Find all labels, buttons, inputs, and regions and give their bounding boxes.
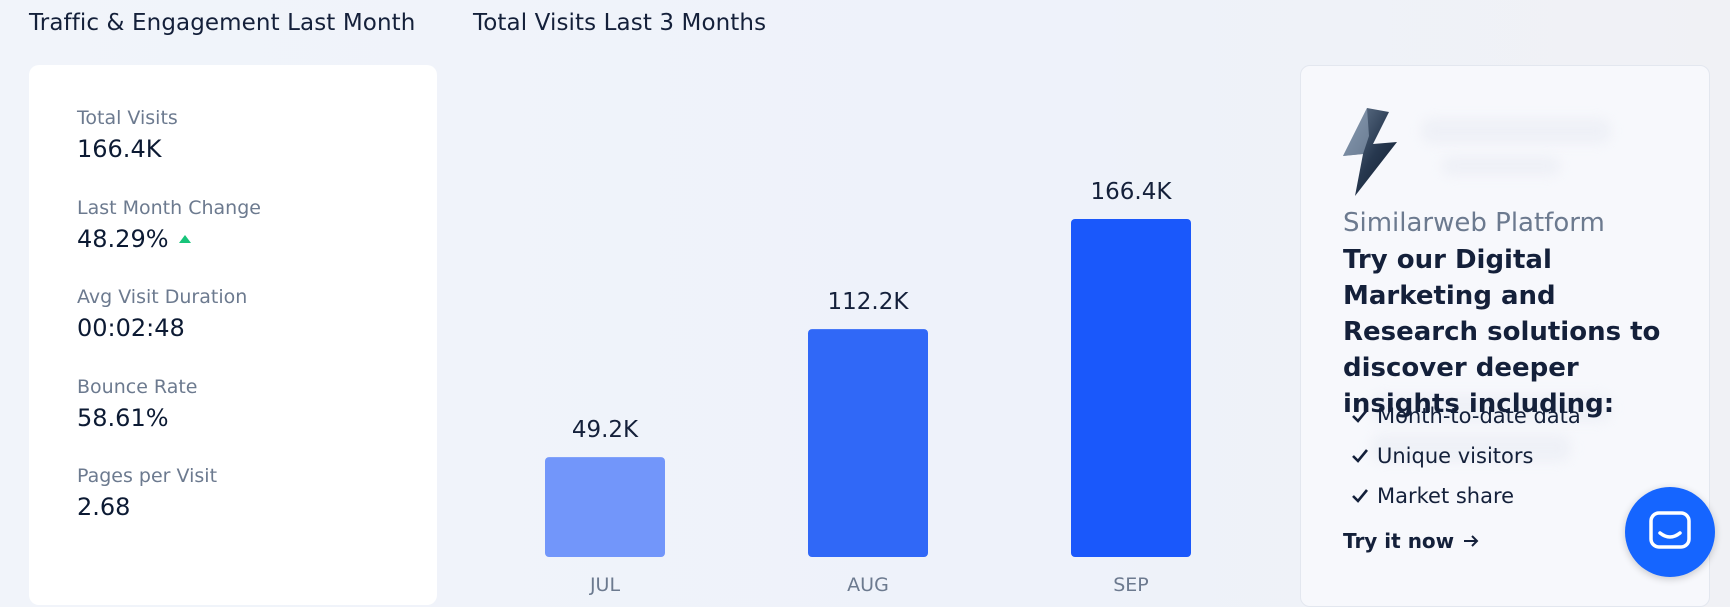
x-tick-label: JUL xyxy=(589,574,621,596)
list-item-label: Unique visitors xyxy=(1377,444,1534,468)
bar-value-label: 49.2K xyxy=(572,417,639,443)
check-icon xyxy=(1352,449,1369,463)
metric-label: Pages per Visit xyxy=(77,465,218,487)
arrow-right-icon xyxy=(1464,535,1479,547)
metric-label: Last Month Change xyxy=(77,197,261,219)
blurred-placeholder xyxy=(1371,394,1611,422)
metric-pages-per-visit: Pages per Visit 2.68 xyxy=(77,465,217,521)
list-item-label: Month-to-date data xyxy=(1377,404,1581,428)
list-item: Market share xyxy=(1349,476,1581,516)
list-item: Unique visitors xyxy=(1349,436,1581,476)
metric-value: 00:02:48 xyxy=(77,314,185,342)
list-item: Month-to-date data xyxy=(1349,396,1581,436)
promo-heading: Try our Digital Marketing and Research s… xyxy=(1343,245,1661,419)
total-visits-bar-chart: 49.2K JUL 112.2K AUG 166.4K SEP xyxy=(545,179,1191,596)
try-it-now-label: Try it now xyxy=(1343,529,1455,553)
trend-up-icon xyxy=(178,235,191,243)
chat-icon xyxy=(1649,511,1691,549)
promo-card: Similarweb Platform Try our Digital Mark… xyxy=(1300,65,1710,607)
total-visits-title: Total Visits Last 3 Months xyxy=(473,10,767,36)
bar-sep[interactable] xyxy=(1071,219,1191,557)
metric-label: Total Visits xyxy=(77,107,178,129)
promo-feature-list: Month-to-date data Unique visitors Marke… xyxy=(1349,396,1581,516)
list-item-label: Market share xyxy=(1377,484,1515,508)
metric-total-visits: Total Visits 166.4K xyxy=(77,107,178,163)
metric-bounce-rate: Bounce Rate 58.61% xyxy=(77,376,198,432)
x-tick-label: AUG xyxy=(847,574,889,596)
metric-value: 166.4K xyxy=(77,135,162,163)
try-it-now-link[interactable]: Try it now xyxy=(1343,529,1480,553)
blurred-placeholder xyxy=(1441,156,1561,176)
bar-value-label: 112.2K xyxy=(828,289,910,315)
x-tick-label: SEP xyxy=(1113,574,1149,596)
metric-value: 58.61% xyxy=(77,404,169,432)
check-icon xyxy=(1352,409,1369,423)
chat-launcher-button[interactable] xyxy=(1625,487,1715,577)
metrics-card: Total Visits 166.4K Last Month Change 48… xyxy=(29,65,437,605)
blurred-placeholder xyxy=(1421,118,1611,144)
lightning-bolt-icon xyxy=(1343,108,1397,196)
metric-value: 2.68 xyxy=(77,493,131,521)
blurred-placeholder xyxy=(1371,434,1571,462)
check-icon xyxy=(1352,489,1369,503)
metric-avg-visit-duration: Avg Visit Duration 00:02:48 xyxy=(77,286,247,342)
metric-value: 48.29% xyxy=(77,225,261,253)
bar-aug[interactable] xyxy=(808,329,928,557)
promo-subtitle: Similarweb Platform xyxy=(1343,208,1605,238)
metric-label: Avg Visit Duration xyxy=(77,286,248,308)
traffic-engagement-title: Traffic & Engagement Last Month xyxy=(29,10,416,36)
metric-label: Bounce Rate xyxy=(77,376,198,398)
metric-last-month-change: Last Month Change 48.29% xyxy=(77,197,261,253)
bar-value-label: 166.4K xyxy=(1091,179,1173,205)
bar-jul[interactable] xyxy=(545,457,665,557)
